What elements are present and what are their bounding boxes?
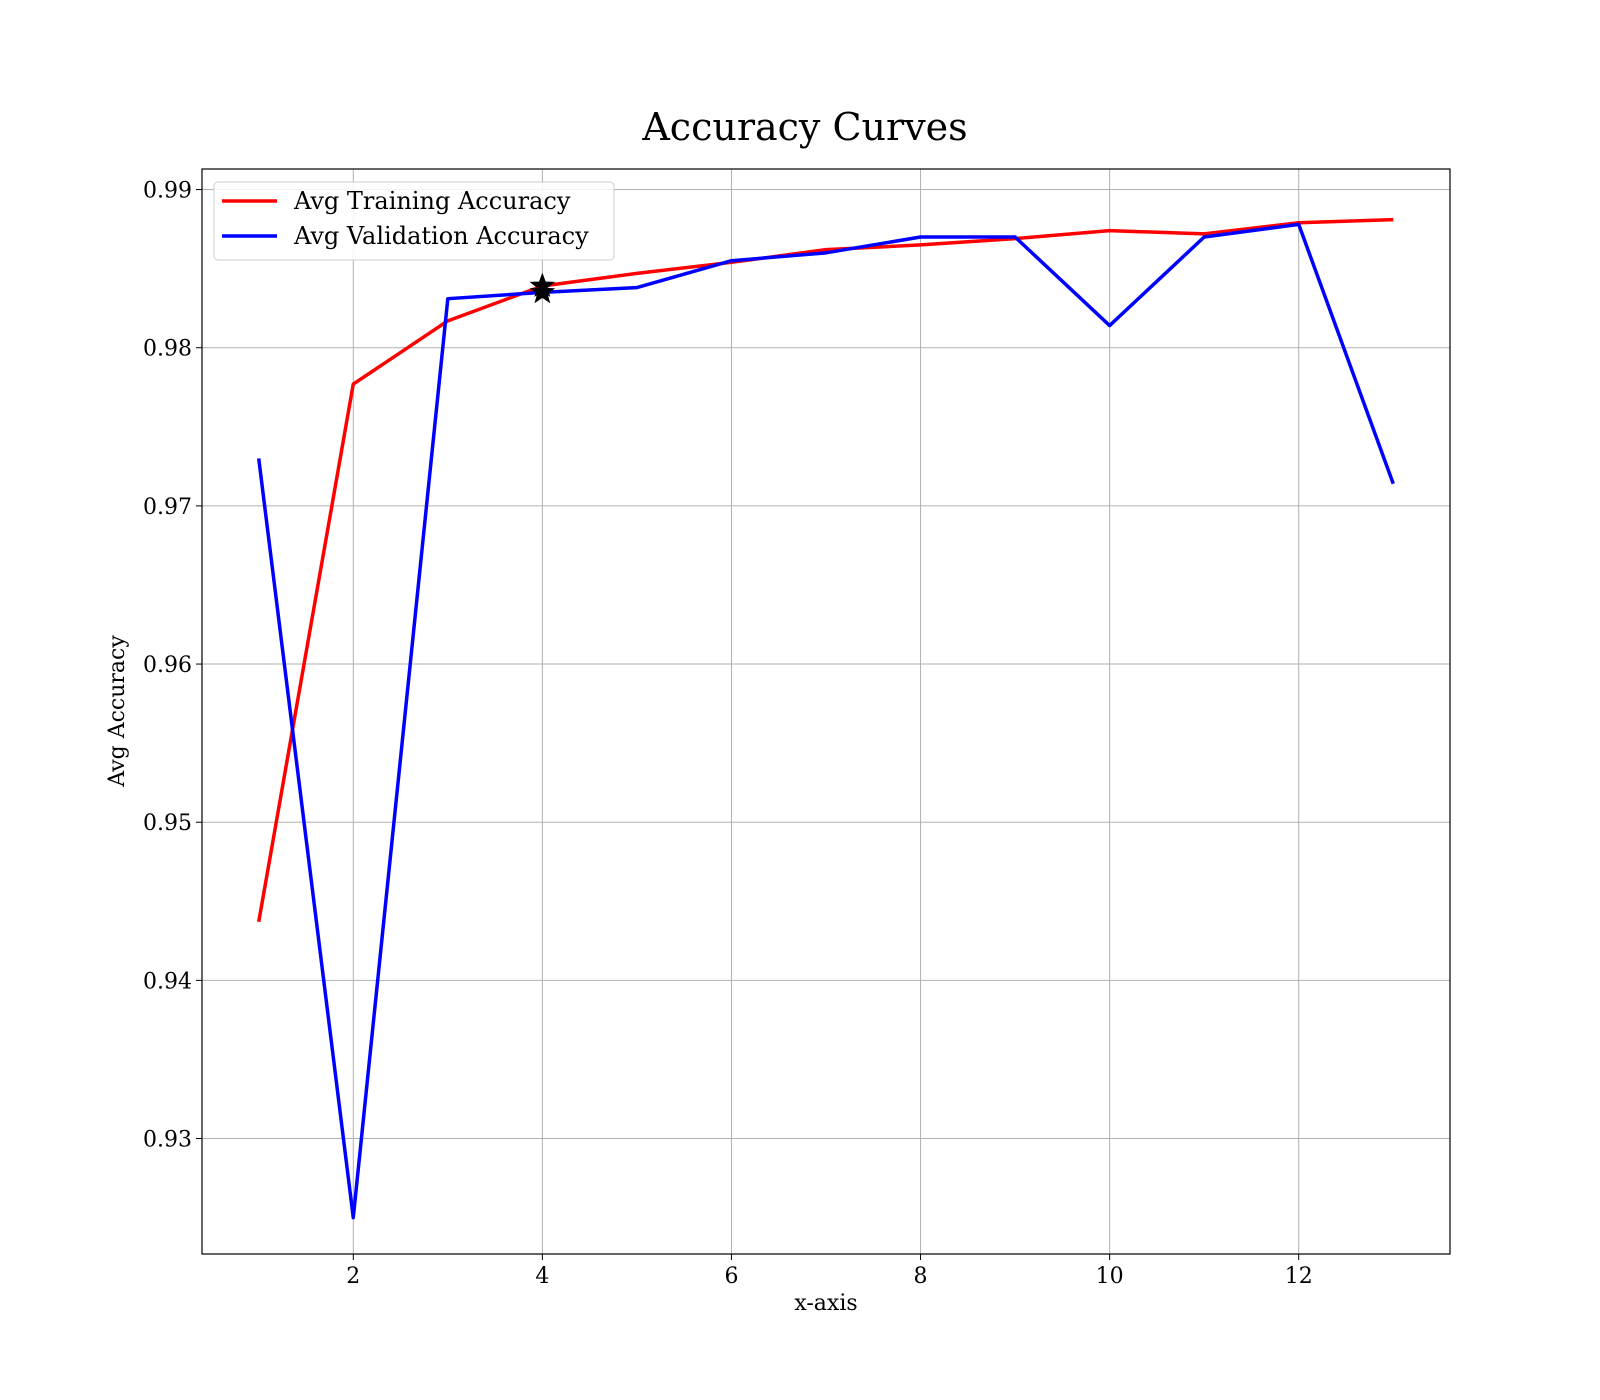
x-tick-label: 12 xyxy=(1285,1264,1313,1289)
series-line-training xyxy=(257,217,1394,923)
y-tick-label: 0.94 xyxy=(143,969,192,994)
best-epoch-star-marker xyxy=(529,278,556,304)
y-tick-label: 0.95 xyxy=(143,811,192,836)
markers xyxy=(529,272,556,304)
legend-label-validation: Avg Validation Accuracy xyxy=(293,222,589,250)
legend-box xyxy=(213,181,615,261)
x-tick-label: 4 xyxy=(535,1264,549,1289)
y-tick-label: 0.98 xyxy=(143,337,192,362)
x-tick-label: 2 xyxy=(346,1264,360,1289)
y-axis-ticks: 0.93 0.94 0.95 0.96 0.97 0.98 0.99 xyxy=(143,179,202,1153)
legend-label-training: Avg Training Accuracy xyxy=(293,187,571,215)
grid-lines xyxy=(202,169,1450,1254)
y-axis-label: Avg Accuracy xyxy=(105,635,130,788)
series-line-validation xyxy=(256,222,1395,1220)
y-tick-label: 0.97 xyxy=(143,495,192,520)
y-tick-label: 0.99 xyxy=(143,179,192,204)
y-tick-label: 0.93 xyxy=(143,1128,192,1153)
chart-title: Accuracy Curves xyxy=(641,105,967,149)
legend: Avg Training Accuracy Avg Validation Acc… xyxy=(213,181,615,261)
x-tick-label: 10 xyxy=(1096,1264,1124,1289)
x-tick-label: 6 xyxy=(724,1264,738,1289)
y-tick-label: 0.96 xyxy=(143,653,192,678)
x-axis-ticks: 2 4 6 8 10 12 xyxy=(346,1254,1313,1289)
x-axis-label: x-axis xyxy=(794,1291,857,1316)
series-lines xyxy=(256,217,1395,1220)
x-tick-label: 8 xyxy=(914,1264,928,1289)
plot-frame xyxy=(201,168,1451,1255)
